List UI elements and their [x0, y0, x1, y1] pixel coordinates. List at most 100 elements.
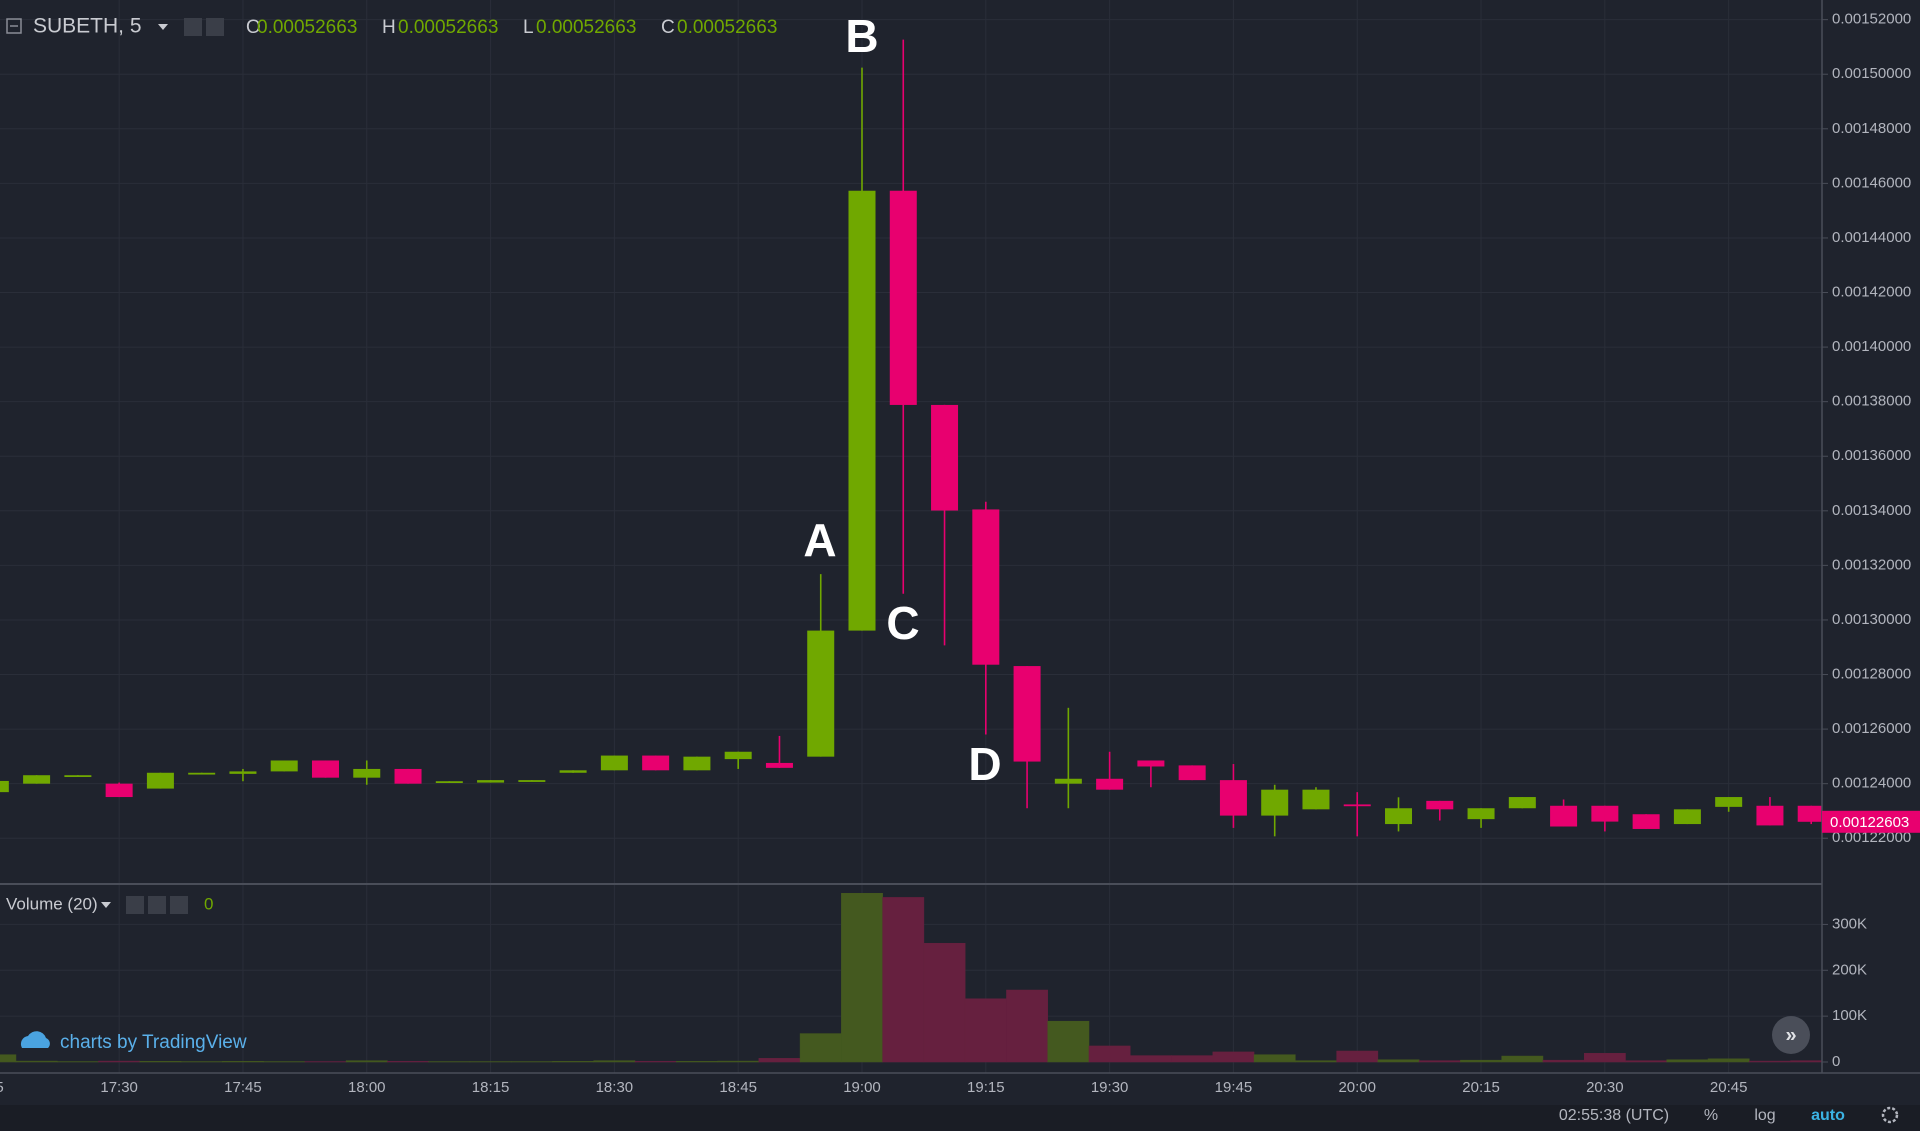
candle-body	[311, 760, 339, 778]
volume-bar	[1666, 1059, 1709, 1063]
candle-body	[1261, 789, 1289, 816]
symbol[interactable]: SUBETH, 5	[33, 15, 142, 38]
collapse-button[interactable]	[6, 18, 22, 34]
ohlc-key: O	[246, 17, 261, 38]
candle-body	[1219, 780, 1247, 816]
candle-body	[1096, 778, 1124, 790]
x-tick-label: 17:45	[224, 1079, 262, 1096]
candle-body	[435, 781, 463, 784]
candle-body	[1715, 797, 1743, 807]
ohlc-value: 0.00052663	[677, 17, 777, 38]
annotation: B	[845, 10, 878, 62]
log-toggle[interactable]: log	[1754, 1107, 1775, 1124]
annotation: A	[803, 514, 836, 566]
status-bar	[0, 1105, 1920, 1131]
y-tick-label: 0.00132000	[1832, 556, 1911, 573]
tradingview-logo[interactable]	[20, 1031, 50, 1048]
settings-button[interactable]	[206, 18, 224, 36]
candle-body	[1797, 805, 1822, 822]
candle-body	[23, 775, 51, 784]
candle-body	[931, 404, 959, 511]
volume-bar	[1047, 1020, 1090, 1063]
volume-bar	[799, 1033, 842, 1063]
candle-body	[1591, 805, 1619, 822]
y-tick-label: 0.00128000	[1832, 665, 1911, 682]
volume-bar	[1171, 1055, 1214, 1063]
candle-body	[642, 755, 670, 771]
volume-visibility-button[interactable]	[126, 896, 144, 914]
last-price-label: 0.00122603	[1830, 814, 1909, 831]
candle-body	[64, 775, 92, 778]
volume-bar	[1006, 989, 1048, 1063]
y-tick-label: 0.00142000	[1832, 283, 1911, 300]
y-tick-label: 0.00122000	[1832, 829, 1911, 846]
candle-body	[1632, 814, 1660, 829]
percent-toggle[interactable]: %	[1704, 1107, 1718, 1124]
candle-body	[105, 783, 133, 798]
volume-bar	[1088, 1045, 1131, 1063]
volume-bar	[1542, 1059, 1585, 1063]
branding[interactable]: charts by TradingView	[60, 1032, 247, 1053]
candle-body	[1467, 808, 1495, 820]
ohlc-value: 0.00052663	[257, 17, 357, 38]
volume-bar	[1625, 1060, 1668, 1063]
volume-settings-button[interactable]	[148, 896, 166, 914]
x-tick-label: 19:30	[1091, 1079, 1129, 1096]
x-tick-label: 20:15	[1462, 1079, 1500, 1096]
ohlc-key: C	[661, 17, 675, 38]
ohlc-value: 0.00052663	[398, 17, 498, 38]
candle-body	[765, 762, 793, 768]
candle-body	[1178, 765, 1206, 781]
scroll-right-button[interactable]	[1772, 1016, 1810, 1054]
candle-body	[559, 770, 587, 773]
x-tick-label: 18:00	[348, 1079, 386, 1096]
y-tick-label: 0.00134000	[1832, 502, 1911, 519]
volume-bar	[923, 942, 966, 1063]
symbol-dropdown[interactable]	[158, 24, 168, 30]
x-tick-label: 18:30	[596, 1079, 634, 1096]
volume-bar	[882, 897, 925, 1063]
visibility-button[interactable]	[184, 18, 202, 36]
x-tick-label: 17:30	[100, 1079, 138, 1096]
y-tick-label: 0.00126000	[1832, 720, 1911, 737]
x-tick-label: 18:45	[719, 1079, 757, 1096]
candle-body	[1343, 804, 1371, 807]
candle-body	[477, 780, 505, 783]
y-tick-label: 0.00152000	[1832, 11, 1911, 28]
candle-body	[518, 780, 546, 782]
candle-body	[1508, 797, 1536, 809]
volume-bar	[1418, 1060, 1461, 1063]
y-tick-label: 0	[1832, 1053, 1840, 1070]
x-tick-label: 20:30	[1586, 1079, 1624, 1096]
y-tick-label: 100K	[1832, 1007, 1867, 1024]
candle-body	[724, 751, 752, 760]
volume-dropdown[interactable]	[101, 902, 111, 908]
volume-bar	[1295, 1060, 1337, 1063]
auto-toggle[interactable]: auto	[1811, 1107, 1845, 1124]
y-tick-label: 0.00148000	[1832, 120, 1911, 137]
volume-remove-button[interactable]	[170, 896, 188, 914]
volume-bar	[222, 1061, 264, 1063]
annotation: C	[886, 597, 919, 649]
volume-bar	[1790, 1060, 1822, 1063]
candle-body	[1673, 809, 1701, 825]
x-tick-label: 19:00	[843, 1079, 881, 1096]
settings-gear[interactable]	[1881, 1106, 1899, 1124]
candle-body	[1426, 800, 1454, 810]
volume-bar	[1749, 1060, 1791, 1063]
volume-bar	[552, 1061, 594, 1063]
candle-body	[146, 772, 174, 789]
candle-body	[972, 509, 1000, 665]
clock: 02:55:38 (UTC)	[1559, 1107, 1669, 1124]
volume-bar	[345, 1060, 388, 1063]
x-tick-label: 15	[0, 1079, 4, 1096]
volume-title[interactable]: Volume (20)	[6, 894, 98, 913]
y-tick-label: 0.00150000	[1832, 65, 1911, 82]
candle-body	[1302, 789, 1330, 810]
candle-body	[889, 190, 917, 405]
y-tick-label: 0.00136000	[1832, 447, 1911, 464]
candle-body	[1385, 808, 1413, 825]
volume-bar	[1130, 1055, 1172, 1063]
